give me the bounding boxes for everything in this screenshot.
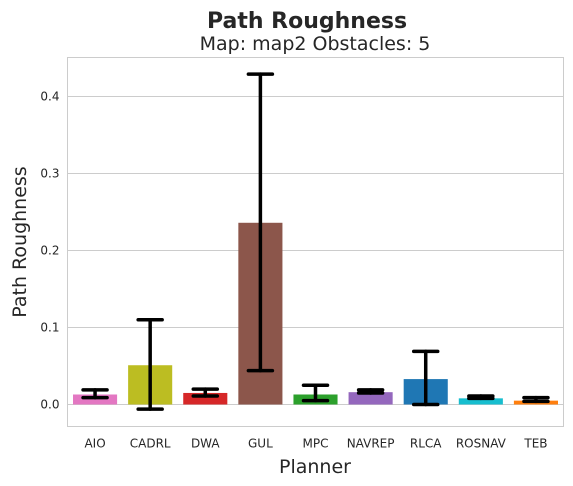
y-tick-label: 0.0 — [40, 398, 59, 412]
y-axis-label: Path Roughness — [9, 166, 31, 317]
bar — [458, 398, 503, 405]
x-tick-label: RLCA — [410, 437, 442, 451]
plot-frame — [67, 57, 564, 427]
x-tick-label: NAVREP — [347, 437, 395, 451]
bar — [73, 394, 118, 405]
x-tick-label: AIO — [84, 437, 105, 451]
x-tick-label: DWA — [191, 437, 220, 451]
y-tick-label: 0.1 — [40, 321, 59, 335]
x-tick-label: TEB — [523, 437, 547, 451]
chart-suptitle: Path Roughness — [207, 9, 407, 34]
x-tick-labels: AIO CADRL DWA GUL MPC NAVREP RLCA ROSNAV TEB — [84, 437, 547, 451]
y-tick-label: 0.2 — [40, 244, 59, 258]
x-tick-label: MPC — [303, 437, 329, 451]
bar — [348, 392, 393, 405]
y-tick-labels: 0.0 0.1 0.2 0.3 0.4 — [40, 90, 59, 412]
x-axis-label: Planner — [279, 456, 351, 478]
x-tick-label: GUL — [248, 437, 273, 451]
chart-title: Map: map2 Obstacles: 5 — [200, 33, 431, 55]
grid-lines — [67, 96, 564, 405]
bar — [183, 392, 228, 405]
y-tick-label: 0.4 — [40, 90, 59, 104]
error-bars — [81, 72, 550, 411]
x-tick-label: ROSNAV — [456, 437, 507, 451]
y-tick-label: 0.3 — [40, 167, 59, 181]
x-tick-label: CADRL — [130, 437, 171, 451]
